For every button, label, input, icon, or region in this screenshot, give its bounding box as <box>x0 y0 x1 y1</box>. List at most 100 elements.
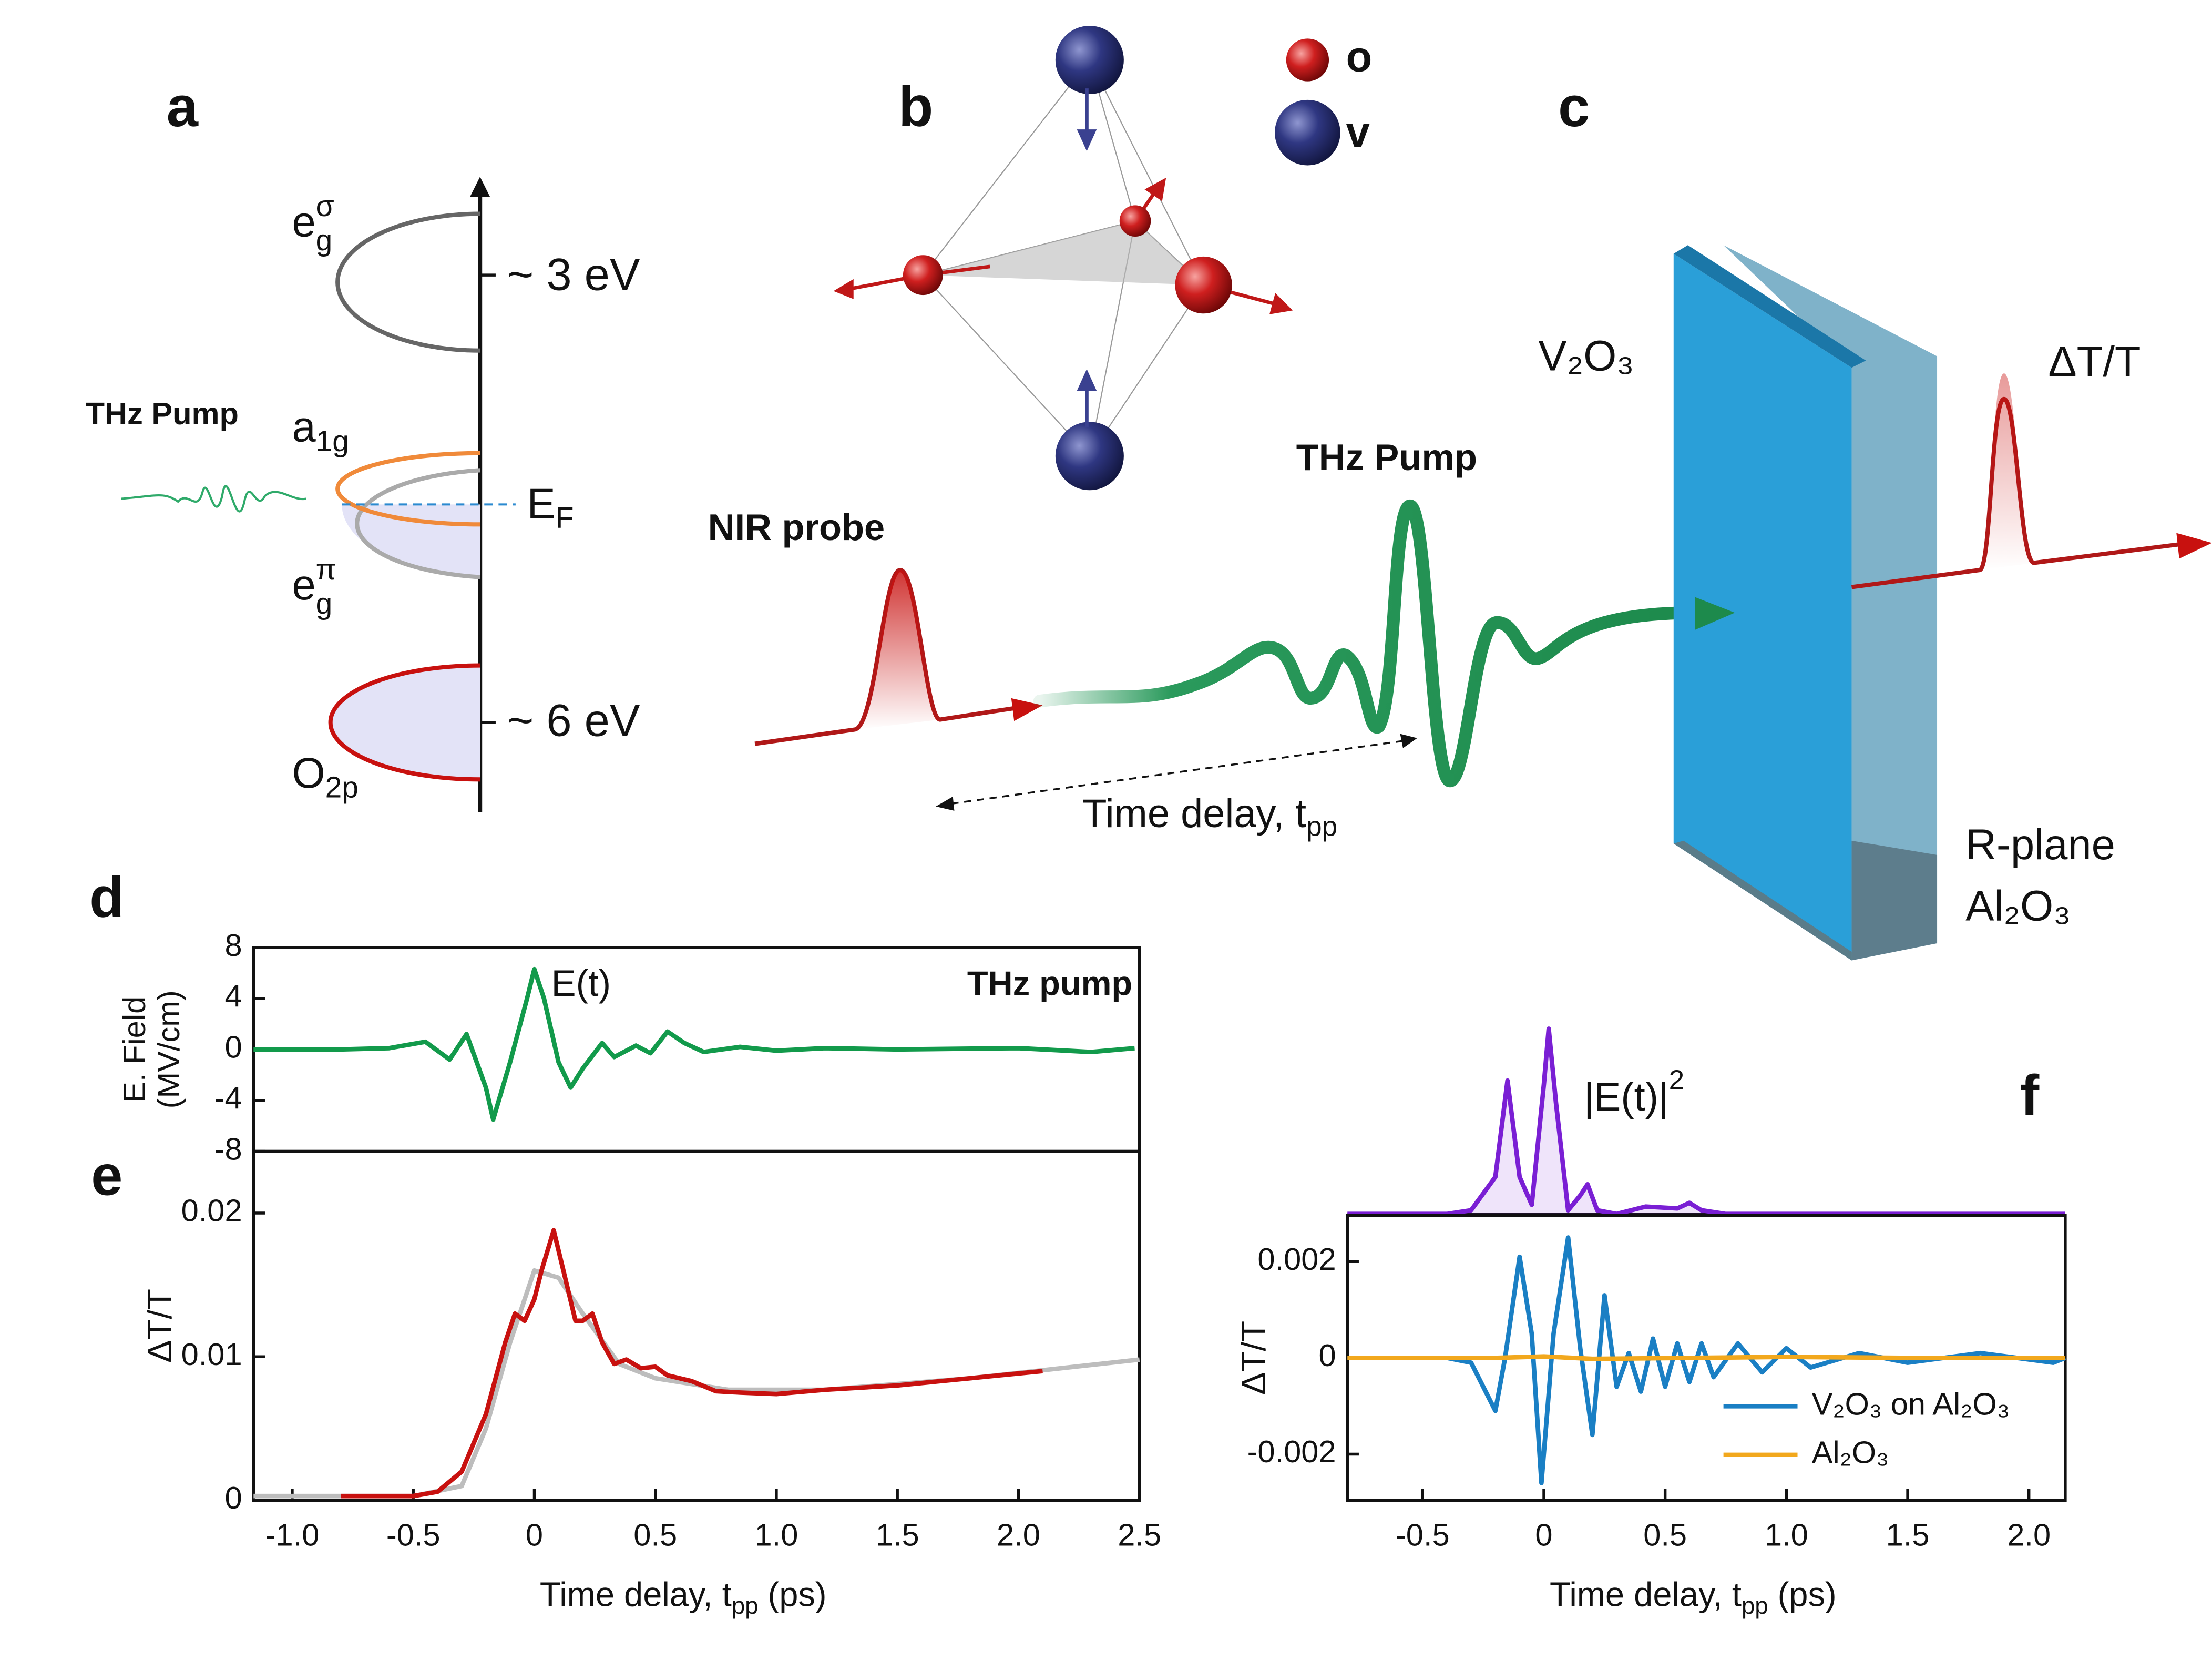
band-label: e <box>292 562 315 609</box>
x-tick-label: -0.5 <box>386 1518 441 1553</box>
octahedron-face <box>923 221 1204 286</box>
substrate-edge <box>1851 840 1938 961</box>
filled-band <box>330 665 480 780</box>
delay-label-sub: pp <box>1306 811 1337 842</box>
band-label-main: e <box>292 198 315 246</box>
legend-v-atom <box>1275 99 1340 166</box>
legend-label: V₂O₃ on Al₂O₃ <box>1812 1386 2010 1421</box>
probe-label: NIR probe <box>708 506 885 548</box>
x-tick-label: 2.0 <box>2007 1518 2051 1553</box>
substrate-label: R-plane <box>1965 821 2115 869</box>
v-atom <box>1055 422 1124 491</box>
y-axis-label: ΔT/T <box>1234 1321 1273 1395</box>
film-top <box>1673 245 1866 368</box>
x-tick-label: 1.5 <box>876 1518 919 1553</box>
band <box>355 468 480 579</box>
band <box>335 211 480 353</box>
y-tick-label: -8 <box>214 1131 242 1166</box>
band-label-sup: σ <box>316 189 334 223</box>
energy-label: ~ 6 eV <box>507 696 640 746</box>
line <box>1347 1235 2066 1485</box>
arrow-head <box>833 279 854 299</box>
substrate <box>1723 245 1938 961</box>
y-tick-label: -4 <box>214 1080 242 1115</box>
panel-label: d <box>89 865 124 929</box>
x-tick-label: 0 <box>1535 1518 1552 1553</box>
y-axis-label: E. Field <box>117 996 152 1103</box>
pump-label: THz Pump <box>1296 436 1477 478</box>
thz-wave <box>1033 499 1702 788</box>
panel-label: c <box>1558 75 1590 138</box>
panel-label: a <box>167 75 199 138</box>
y-axis-label: ΔT/T <box>140 1289 179 1363</box>
film-bottom <box>1673 840 1852 961</box>
x-axis-label: Time delay, tpp (ps) <box>540 1575 827 1619</box>
substrate-label: Al₂O₃ <box>1965 882 2071 930</box>
band-label-main: e <box>292 562 315 609</box>
x-tick-label: -0.5 <box>1396 1518 1450 1553</box>
y-tick-label: 0.01 <box>181 1337 242 1372</box>
o-atom <box>1175 256 1232 314</box>
line <box>341 1228 1043 1499</box>
band-label-sub: g <box>316 223 333 257</box>
o-atom <box>903 255 943 296</box>
x-axis-label-suffix: (ps) <box>758 1575 826 1614</box>
energy-label: ~ 3 eV <box>507 249 640 300</box>
transmitted-pulse <box>1980 373 2034 571</box>
x-tick-label: -1.0 <box>265 1518 320 1553</box>
band-label: O2p <box>292 749 359 804</box>
panel-c-diagram <box>754 245 2212 961</box>
signal-label: ΔT/T <box>2048 338 2141 385</box>
fermi-label: EF <box>527 480 574 535</box>
band-label: a1g <box>292 403 349 458</box>
annotation: |E(t)|2 <box>1584 1065 1684 1119</box>
x-axis-label-sub: pp <box>732 1592 759 1619</box>
x-axis-label-suffix: (ps) <box>1768 1575 1837 1614</box>
o-atom <box>1119 205 1151 237</box>
x-tick-label: 2.5 <box>1118 1518 1161 1553</box>
annotation-sup: 2 <box>1669 1065 1685 1096</box>
y-tick-label: 0 <box>224 1480 242 1515</box>
x-tick-label: 0 <box>526 1518 543 1553</box>
axis-arrow <box>470 177 490 197</box>
panel-label: e <box>91 1143 122 1207</box>
band-label-sub: 2p <box>325 770 359 804</box>
line <box>1347 1354 2065 1361</box>
legend-label: v <box>1346 108 1370 156</box>
y-tick-label: 0 <box>1318 1338 1336 1373</box>
x-axis-label-main: Time delay, t <box>1550 1575 1742 1614</box>
v-atom <box>1055 25 1124 95</box>
x-tick-label: 0.5 <box>633 1518 677 1553</box>
y-tick-label: 0 <box>224 1030 242 1065</box>
arrow-head <box>1077 129 1097 151</box>
film <box>1673 253 1852 961</box>
plot-frame <box>252 1149 1141 1502</box>
delay-label: Time delay, tpp <box>1082 791 1337 842</box>
x-axis-label: Time delay, tpp (ps) <box>1550 1575 1837 1619</box>
y-tick-label: 0.002 <box>1257 1241 1336 1277</box>
probe-pulse <box>854 570 940 730</box>
x-axis-label-main: Time delay, t <box>540 1575 732 1614</box>
band <box>328 663 480 782</box>
x-tick-label: 2.0 <box>997 1518 1040 1553</box>
film-label: V₂O₃ <box>1538 332 1634 380</box>
annotation: THz pump <box>967 964 1132 1002</box>
arrow-head <box>1144 177 1166 201</box>
arrow-head <box>1269 293 1293 314</box>
band-label-main: O <box>292 749 325 797</box>
y-tick-label: 4 <box>224 979 242 1014</box>
annotation: E(t) <box>551 962 611 1004</box>
legend-label: Al₂O₃ <box>1812 1434 1889 1470</box>
line <box>253 966 1135 1122</box>
x-tick-label: 1.5 <box>1886 1518 1930 1553</box>
band-label-sup: π <box>316 553 336 586</box>
area <box>1347 1026 2065 1217</box>
y-tick-label: 0.02 <box>181 1193 242 1228</box>
band-label: e <box>292 198 315 246</box>
x-axis-label-sub: pp <box>1742 1592 1768 1619</box>
band-label-sub: g <box>316 587 333 620</box>
panel-label: b <box>898 75 933 138</box>
